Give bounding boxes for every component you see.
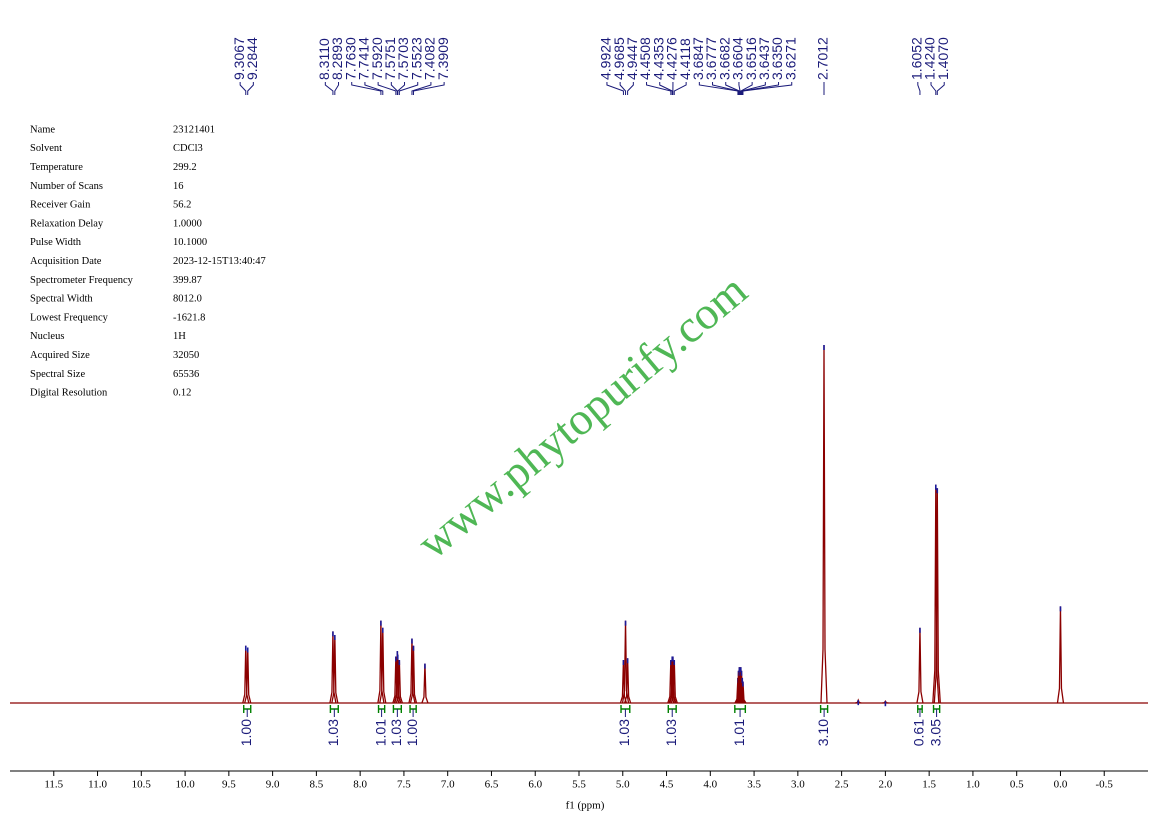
peak-label: 9.2844 xyxy=(244,37,260,80)
param-name: Spectrometer Frequency xyxy=(30,275,134,286)
spectrum-peak xyxy=(821,345,827,703)
x-tick-label: 6.5 xyxy=(485,779,499,791)
param-value: -1621.8 xyxy=(173,312,205,323)
x-tick-label: 10.5 xyxy=(132,779,152,791)
x-tick-label: 6.0 xyxy=(528,779,542,791)
param-name: Nucleus xyxy=(30,331,64,342)
spectrum-peak xyxy=(917,628,923,703)
x-tick-label: 11.5 xyxy=(44,779,63,791)
peak-connector xyxy=(620,82,625,95)
param-name: Pulse Width xyxy=(30,237,82,248)
peak-label: 1.4070 xyxy=(935,37,951,80)
param-value: 1.0000 xyxy=(173,218,202,229)
param-value: 65536 xyxy=(173,369,199,380)
peak-connector xyxy=(399,82,417,95)
x-tick-label: 1.5 xyxy=(922,779,936,791)
param-value: 56.2 xyxy=(173,200,191,211)
peak-label: 3.6271 xyxy=(782,37,798,80)
x-tick-label: 1.0 xyxy=(966,779,980,791)
x-tick-label: 3.0 xyxy=(791,779,805,791)
peak-connector xyxy=(918,82,920,95)
spectrum-peak xyxy=(422,664,428,703)
integral-label: 1.00 xyxy=(404,719,420,746)
x-tick-label: 4.0 xyxy=(703,779,717,791)
param-name: Acquisition Date xyxy=(30,256,102,267)
param-value: 8012.0 xyxy=(173,294,202,305)
param-value: 399.87 xyxy=(173,275,202,286)
peak-connector xyxy=(398,82,405,95)
param-value: 10.1000 xyxy=(173,237,207,248)
x-tick-label: 9.0 xyxy=(266,779,280,791)
integral-label: 1.01 xyxy=(372,719,388,746)
peak-connector xyxy=(674,82,686,95)
param-name: Temperature xyxy=(30,162,83,173)
x-tick-label: 8.5 xyxy=(310,779,324,791)
integral-label: 1.03 xyxy=(663,719,679,746)
param-name: Spectral Width xyxy=(30,294,93,305)
integral-label: 1.03 xyxy=(325,719,341,746)
peak-connector xyxy=(628,82,634,95)
param-name: Spectral Size xyxy=(30,369,85,380)
x-tick-label: 10.0 xyxy=(175,779,195,791)
x-tick-label: 0.0 xyxy=(1054,779,1068,791)
x-tick-label: 8.0 xyxy=(353,779,367,791)
param-value: 299.2 xyxy=(173,162,197,173)
x-tick-label: 5.5 xyxy=(572,779,586,791)
x-tick-label: 3.5 xyxy=(747,779,761,791)
integral-label: 1.03 xyxy=(388,719,404,746)
watermark: www.phytopurify.com xyxy=(407,264,756,569)
x-axis-label: f1 (ppm) xyxy=(566,800,605,812)
peak-connector xyxy=(931,82,936,95)
peak-connector xyxy=(248,82,254,95)
peak-connector xyxy=(607,82,623,95)
peak-connector xyxy=(325,82,333,95)
param-value: 1H xyxy=(173,331,186,342)
x-tick-label: 7.5 xyxy=(397,779,411,791)
x-tick-label: 0.5 xyxy=(1010,779,1024,791)
x-tick-label: 5.0 xyxy=(616,779,630,791)
param-value: 23121401 xyxy=(173,124,215,135)
param-name: Digital Resolution xyxy=(30,388,108,399)
param-name: Number of Scans xyxy=(30,181,103,192)
param-value: 0.12 xyxy=(173,388,191,399)
peak-label: 2.7012 xyxy=(815,37,831,80)
param-name: Lowest Frequency xyxy=(30,312,109,323)
peak-connector xyxy=(937,82,944,95)
peak-connector xyxy=(391,82,397,95)
param-value: 32050 xyxy=(173,350,199,361)
param-name: Receiver Gain xyxy=(30,200,91,211)
integral-label: 1.01 xyxy=(731,719,747,746)
param-value: CDCl3 xyxy=(173,143,203,154)
integral-label: 3.05 xyxy=(927,719,943,746)
x-tick-label: 7.0 xyxy=(441,779,455,791)
param-value: 2023-12-15T13:40:47 xyxy=(173,256,266,267)
peak-connector xyxy=(699,82,738,95)
x-tick-label: 4.5 xyxy=(660,779,674,791)
integral-label: 0.61 xyxy=(911,719,927,746)
peak-connector xyxy=(335,82,339,95)
param-name: Name xyxy=(30,124,55,135)
x-tick-label: 2.0 xyxy=(879,779,893,791)
integral-label: 1.03 xyxy=(616,719,632,746)
param-value: 16 xyxy=(173,181,184,192)
integral-label: 1.00 xyxy=(238,719,254,746)
spectrum-peak xyxy=(1057,606,1063,703)
param-name: Acquired Size xyxy=(30,350,90,361)
x-tick-label: 11.0 xyxy=(88,779,107,791)
param-name: Solvent xyxy=(30,143,62,154)
integral-label: 3.10 xyxy=(815,719,831,746)
peak-connector xyxy=(240,82,246,95)
param-name: Relaxation Delay xyxy=(30,218,104,229)
x-tick-label: 9.5 xyxy=(222,779,236,791)
peak-label: 7.3909 xyxy=(435,37,451,80)
x-tick-label: 2.5 xyxy=(835,779,849,791)
x-tick-label: -0.5 xyxy=(1096,779,1114,791)
